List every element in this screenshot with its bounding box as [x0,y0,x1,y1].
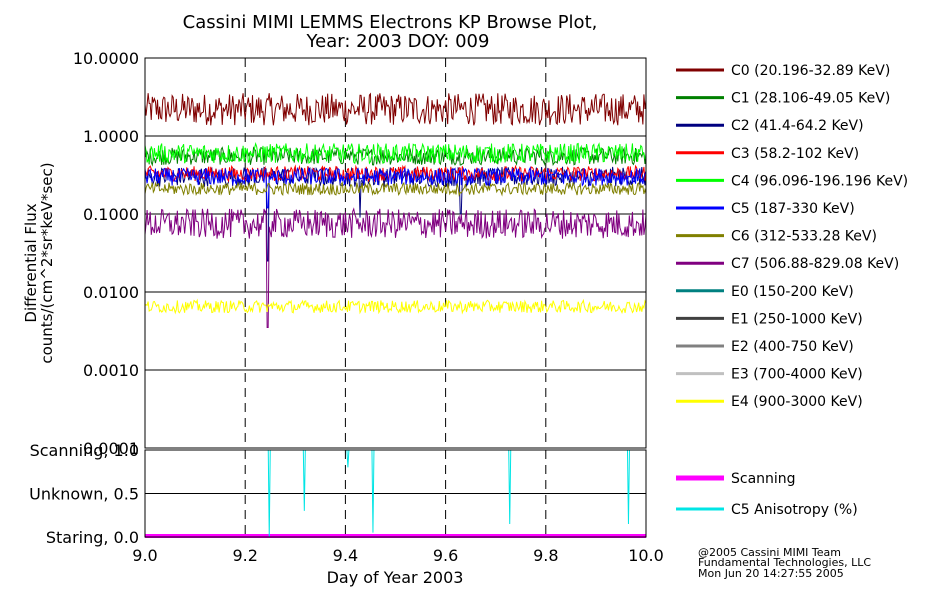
x-tick-2: 9.4 [333,546,358,565]
legend-label-1: C1 (28.106-49.05 KeV) [731,91,890,107]
flux-y-axis-label: Differential Flux counts/(cm^2*sr*keV*se… [22,162,56,363]
legend-label-0: C0 (20.196-32.89 KeV) [731,63,890,79]
flux-y-tick-1: 1.0000 [83,127,139,146]
chart-title-line-1: Cassini MIMI LEMMS Electrons KP Browse P… [183,12,598,33]
status-y-tick-0: Scanning, 1.0 [30,441,139,460]
series-line-c2 [144,166,647,262]
x-tick-0: 9.0 [132,546,157,565]
status-y-tick-labels: Scanning, 1.0 Unknown, 0.5 Staring, 0.0 [29,441,139,547]
flux-y-tick-labels: 10.0000 1.0000 0.1000 0.0100 0.0010 0.0001 [73,49,139,458]
footer-line-2: Fundamental Technologies, LLC [698,556,871,569]
status-panel-frame [144,449,647,538]
flux-y-tick-5: 0.0001 [83,439,139,458]
grid-lines [145,57,646,537]
status-y-tick-2: Staring, 0.0 [46,528,139,547]
legend-label-9: E1 (250-1000 KeV) [731,311,863,327]
footer-line-1: @2005 Cassini MIMI Team [698,546,841,559]
flux-series-group [144,92,647,329]
series-line-e4 [144,298,647,315]
legend-label-3: C3 (58.2-102 KeV) [731,146,859,162]
flux-panel-frame [144,57,647,449]
series-line-c0 [144,92,647,126]
legend-label-7: C7 (506.88-829.08 KeV) [731,256,899,272]
x-tick-4: 9.8 [533,546,558,565]
legend-label-10: E2 (400-750 KeV) [731,339,854,355]
series-line-c4 [144,141,647,165]
flux-y-tick-4: 0.0010 [83,361,139,380]
flux-y-tick-0: 10.0000 [73,49,139,68]
x-tick-labels: 9.0 9.2 9.4 9.6 9.8 10.0 [132,546,664,565]
legend-label-11: E3 (700-4000 KeV) [731,367,863,383]
series-line-c3 [144,164,647,183]
x-tick-3: 9.6 [433,546,458,565]
flux-y-tick-2: 0.1000 [83,205,139,224]
footer-line-3: Mon Jun 20 14:27:55 2005 [698,567,844,580]
series-line-c7 [144,207,647,329]
legend-label-6: C6 (312-533.28 KeV) [731,229,877,245]
x-axis-label: Day of Year 2003 [327,568,464,587]
footer-credits: @2005 Cassini MIMI Team Fundamental Tech… [698,546,871,580]
series-line-c5 [144,166,647,209]
legend-status-label-1: C5 Anisotropy (%) [731,502,858,518]
x-tick-5: 10.0 [628,546,664,565]
status-y-tick-1: Unknown, 0.5 [29,485,139,504]
x-tick-1: 9.2 [232,546,257,565]
legend-label-4: C4 (96.096-196.196 KeV) [731,173,908,189]
legend-status-label-0: Scanning [731,471,796,487]
legend-label-8: E0 (150-200 KeV) [731,284,854,300]
legend-label-12: E4 (900-3000 KeV) [731,394,863,410]
flux-y-tick-3: 0.0100 [83,283,139,302]
ylabel-line-2: counts/(cm^2*sr*keV*sec) [38,162,56,363]
legend: C0 (20.196-32.89 KeV) C1 (28.106-49.05 Ke… [676,63,908,518]
series-line-c6 [144,181,647,197]
ylabel-line-1: Differential Flux [22,203,40,322]
chart-title-line-2: Year: 2003 DOY: 009 [306,31,490,52]
legend-label-5: C5 (187-330 KeV) [731,201,855,217]
legend-label-2: C2 (41.4-64.2 KeV) [731,118,864,134]
